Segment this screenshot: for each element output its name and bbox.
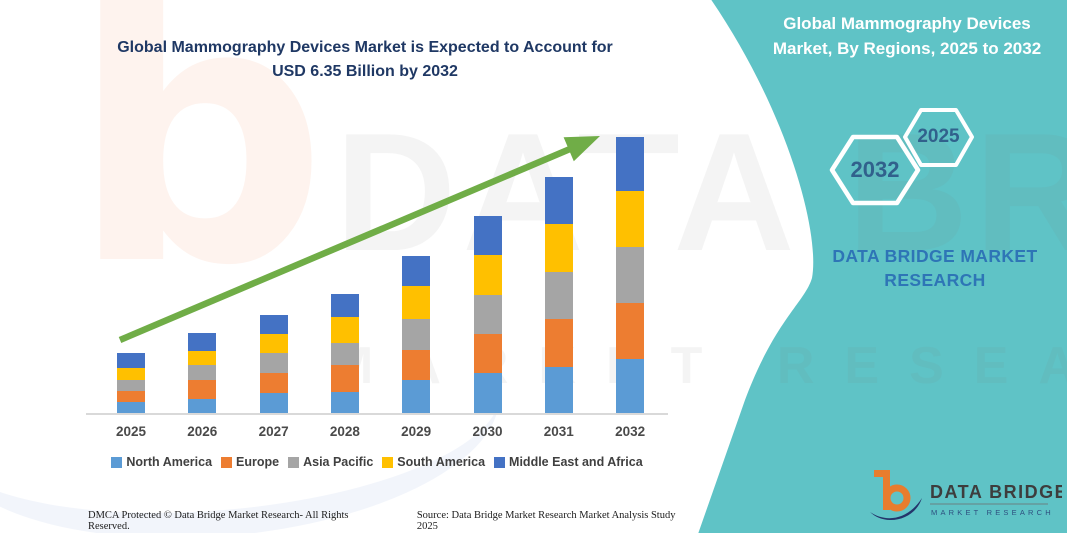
bar-segment-2025-middle-east-and-africa <box>117 352 145 368</box>
bar-segment-2029-europe <box>402 350 431 381</box>
chart-title-line2: USD 6.35 Billion by 2032 <box>272 63 458 80</box>
logo-subtext: MARKET RESEARCH <box>931 508 1054 517</box>
hexagon-2025-outline <box>903 108 974 167</box>
bar-segment-2030-south-america <box>473 255 502 296</box>
logo-wordmark: DATA BRIDGE <box>930 482 1062 502</box>
x-axis-label-2029: 2029 <box>401 424 432 439</box>
bar-segment-2027-middle-east-and-africa <box>259 315 288 335</box>
bar-segment-2025-south-america <box>117 367 145 380</box>
legend-swatch-north-america <box>111 456 123 468</box>
x-axis-line <box>86 413 668 415</box>
bar-segment-2029-asia-pacific <box>402 319 431 351</box>
legend-label-north-america: North America <box>126 455 213 469</box>
brand-text: DATA BRIDGE MARKET RESEARCH <box>800 244 1067 292</box>
chart-title: Global Mammography Devices Market is Exp… <box>85 36 645 84</box>
teal-panel-path <box>698 0 1067 533</box>
x-axis-label-2028: 2028 <box>329 424 360 439</box>
legend-label-south-america: South America <box>397 455 486 469</box>
legend-label-asia-pacific: Asia Pacific <box>303 455 374 469</box>
legend-swatch-middle-east-and-africa <box>494 456 506 468</box>
bar-segment-2030-north-america <box>473 373 502 413</box>
hexagon-2032-label: 2032 <box>850 157 900 182</box>
watermark-logo-b: b <box>70 0 328 344</box>
company-logo-graphic: DATA BRIDGE MARKET RESEARCH <box>870 470 1062 521</box>
bar-segment-2027-asia-pacific <box>259 353 288 373</box>
bar-segment-2028-north-america <box>330 392 359 413</box>
x-axis-label-2030: 2030 <box>472 424 503 439</box>
footer: DMCA Protected © Data Bridge Market Rese… <box>88 510 688 532</box>
bar-segment-2027-south-america <box>259 334 288 354</box>
bar-segment-2031-europe <box>544 319 573 367</box>
legend-swatch-south-america <box>382 456 394 468</box>
bar-segment-2027-europe <box>259 372 288 393</box>
bar-segment-2031-north-america <box>544 366 573 413</box>
brand-text-line2: RESEARCH <box>884 270 986 290</box>
logo-d-swoosh <box>870 498 922 521</box>
legend-item-middle-east-and-africa: Middle East and Africa <box>494 455 643 469</box>
legend-label-middle-east-and-africa: Middle East and Africa <box>509 455 643 469</box>
bar-segment-2026-asia-pacific <box>188 365 217 381</box>
bar-segment-2026-europe <box>188 380 217 399</box>
legend-swatch-europe <box>221 456 233 468</box>
watermark-text-databridge: DATA BRIDGE <box>335 98 1067 286</box>
bar-segment-2028-asia-pacific <box>330 342 359 366</box>
bar-segment-2028-europe <box>330 365 359 393</box>
bar-segment-2029-middle-east-and-africa <box>402 256 431 286</box>
bar-segment-2031-asia-pacific <box>544 272 573 320</box>
panel-heading-line2: Market, By Regions, 2025 to 2032 <box>772 39 1042 58</box>
chart-legend: North America Europe Asia Pacific South Ame… <box>84 455 670 469</box>
bar-segment-2032-south-america <box>616 191 645 247</box>
bar-segment-2030-middle-east-and-africa <box>473 215 502 256</box>
company-logo: DATA BRIDGE MARKET RESEARCH <box>862 460 1062 524</box>
bar-segment-2029-south-america <box>402 285 431 320</box>
panel-heading-line1: Global Mammography Devices <box>783 14 1031 33</box>
bar-segment-2025-north-america <box>117 402 145 413</box>
bar-segment-2030-europe <box>473 334 502 374</box>
bar-segment-2032-middle-east-and-africa <box>616 136 645 192</box>
x-axis-label-2026: 2026 <box>187 424 218 439</box>
panel-heading: Global Mammography Devices Market, By Re… <box>752 11 1062 61</box>
hexagon-2025-label: 2025 <box>917 126 960 147</box>
logo-b-bowl <box>883 484 911 512</box>
bar-segment-2030-asia-pacific <box>473 295 502 335</box>
legend-label-europe: Europe <box>236 455 280 469</box>
bar-segment-2028-middle-east-and-africa <box>330 293 359 317</box>
legend-swatch-asia-pacific <box>288 456 300 468</box>
bar-segment-2028-south-america <box>330 316 359 343</box>
chart-title-line1: Global Mammography Devices Market is Exp… <box>117 39 613 56</box>
bar-segment-2025-asia-pacific <box>117 379 145 392</box>
footer-source-text: Source: Data Bridge Market Research Mark… <box>416 510 676 532</box>
legend-item-asia-pacific: Asia Pacific <box>288 455 373 469</box>
bar-segment-2031-middle-east-and-africa <box>544 176 573 225</box>
bar-segment-2027-north-america <box>259 392 288 413</box>
bar-segment-2029-north-america <box>402 380 431 413</box>
bar-segment-2026-north-america <box>188 398 217 413</box>
bar-segment-2026-middle-east-and-africa <box>188 333 217 351</box>
x-axis-label-2027: 2027 <box>258 424 289 439</box>
trend-arrow-head <box>563 136 600 162</box>
legend-item-europe: Europe <box>221 455 279 469</box>
logo-b-flag <box>874 470 890 477</box>
brand-text-line1: DATA BRIDGE MARKET <box>832 246 1038 266</box>
x-axis-label-2031: 2031 <box>543 424 574 439</box>
bar-segment-2032-asia-pacific <box>616 246 645 303</box>
bar-segment-2032-europe <box>616 302 645 359</box>
bar-segment-2032-north-america <box>616 358 645 413</box>
x-axis-label-2025: 2025 <box>115 424 147 439</box>
bar-segment-2025-europe <box>117 391 145 403</box>
bar-segment-2026-south-america <box>188 350 217 366</box>
legend-item-south-america: South America <box>382 455 485 469</box>
watermark-text-marketresearch: MARKET RESEARCH <box>330 337 1067 395</box>
bar-segment-2031-south-america <box>544 224 573 273</box>
footer-dmca-text: DMCA Protected © Data Bridge Market Rese… <box>88 510 349 532</box>
trend-arrow-line <box>118 146 572 343</box>
x-axis-label-2032: 2032 <box>615 424 646 439</box>
legend-item-north-america: North America <box>111 455 212 469</box>
hexagon-2032-outline <box>829 134 921 206</box>
